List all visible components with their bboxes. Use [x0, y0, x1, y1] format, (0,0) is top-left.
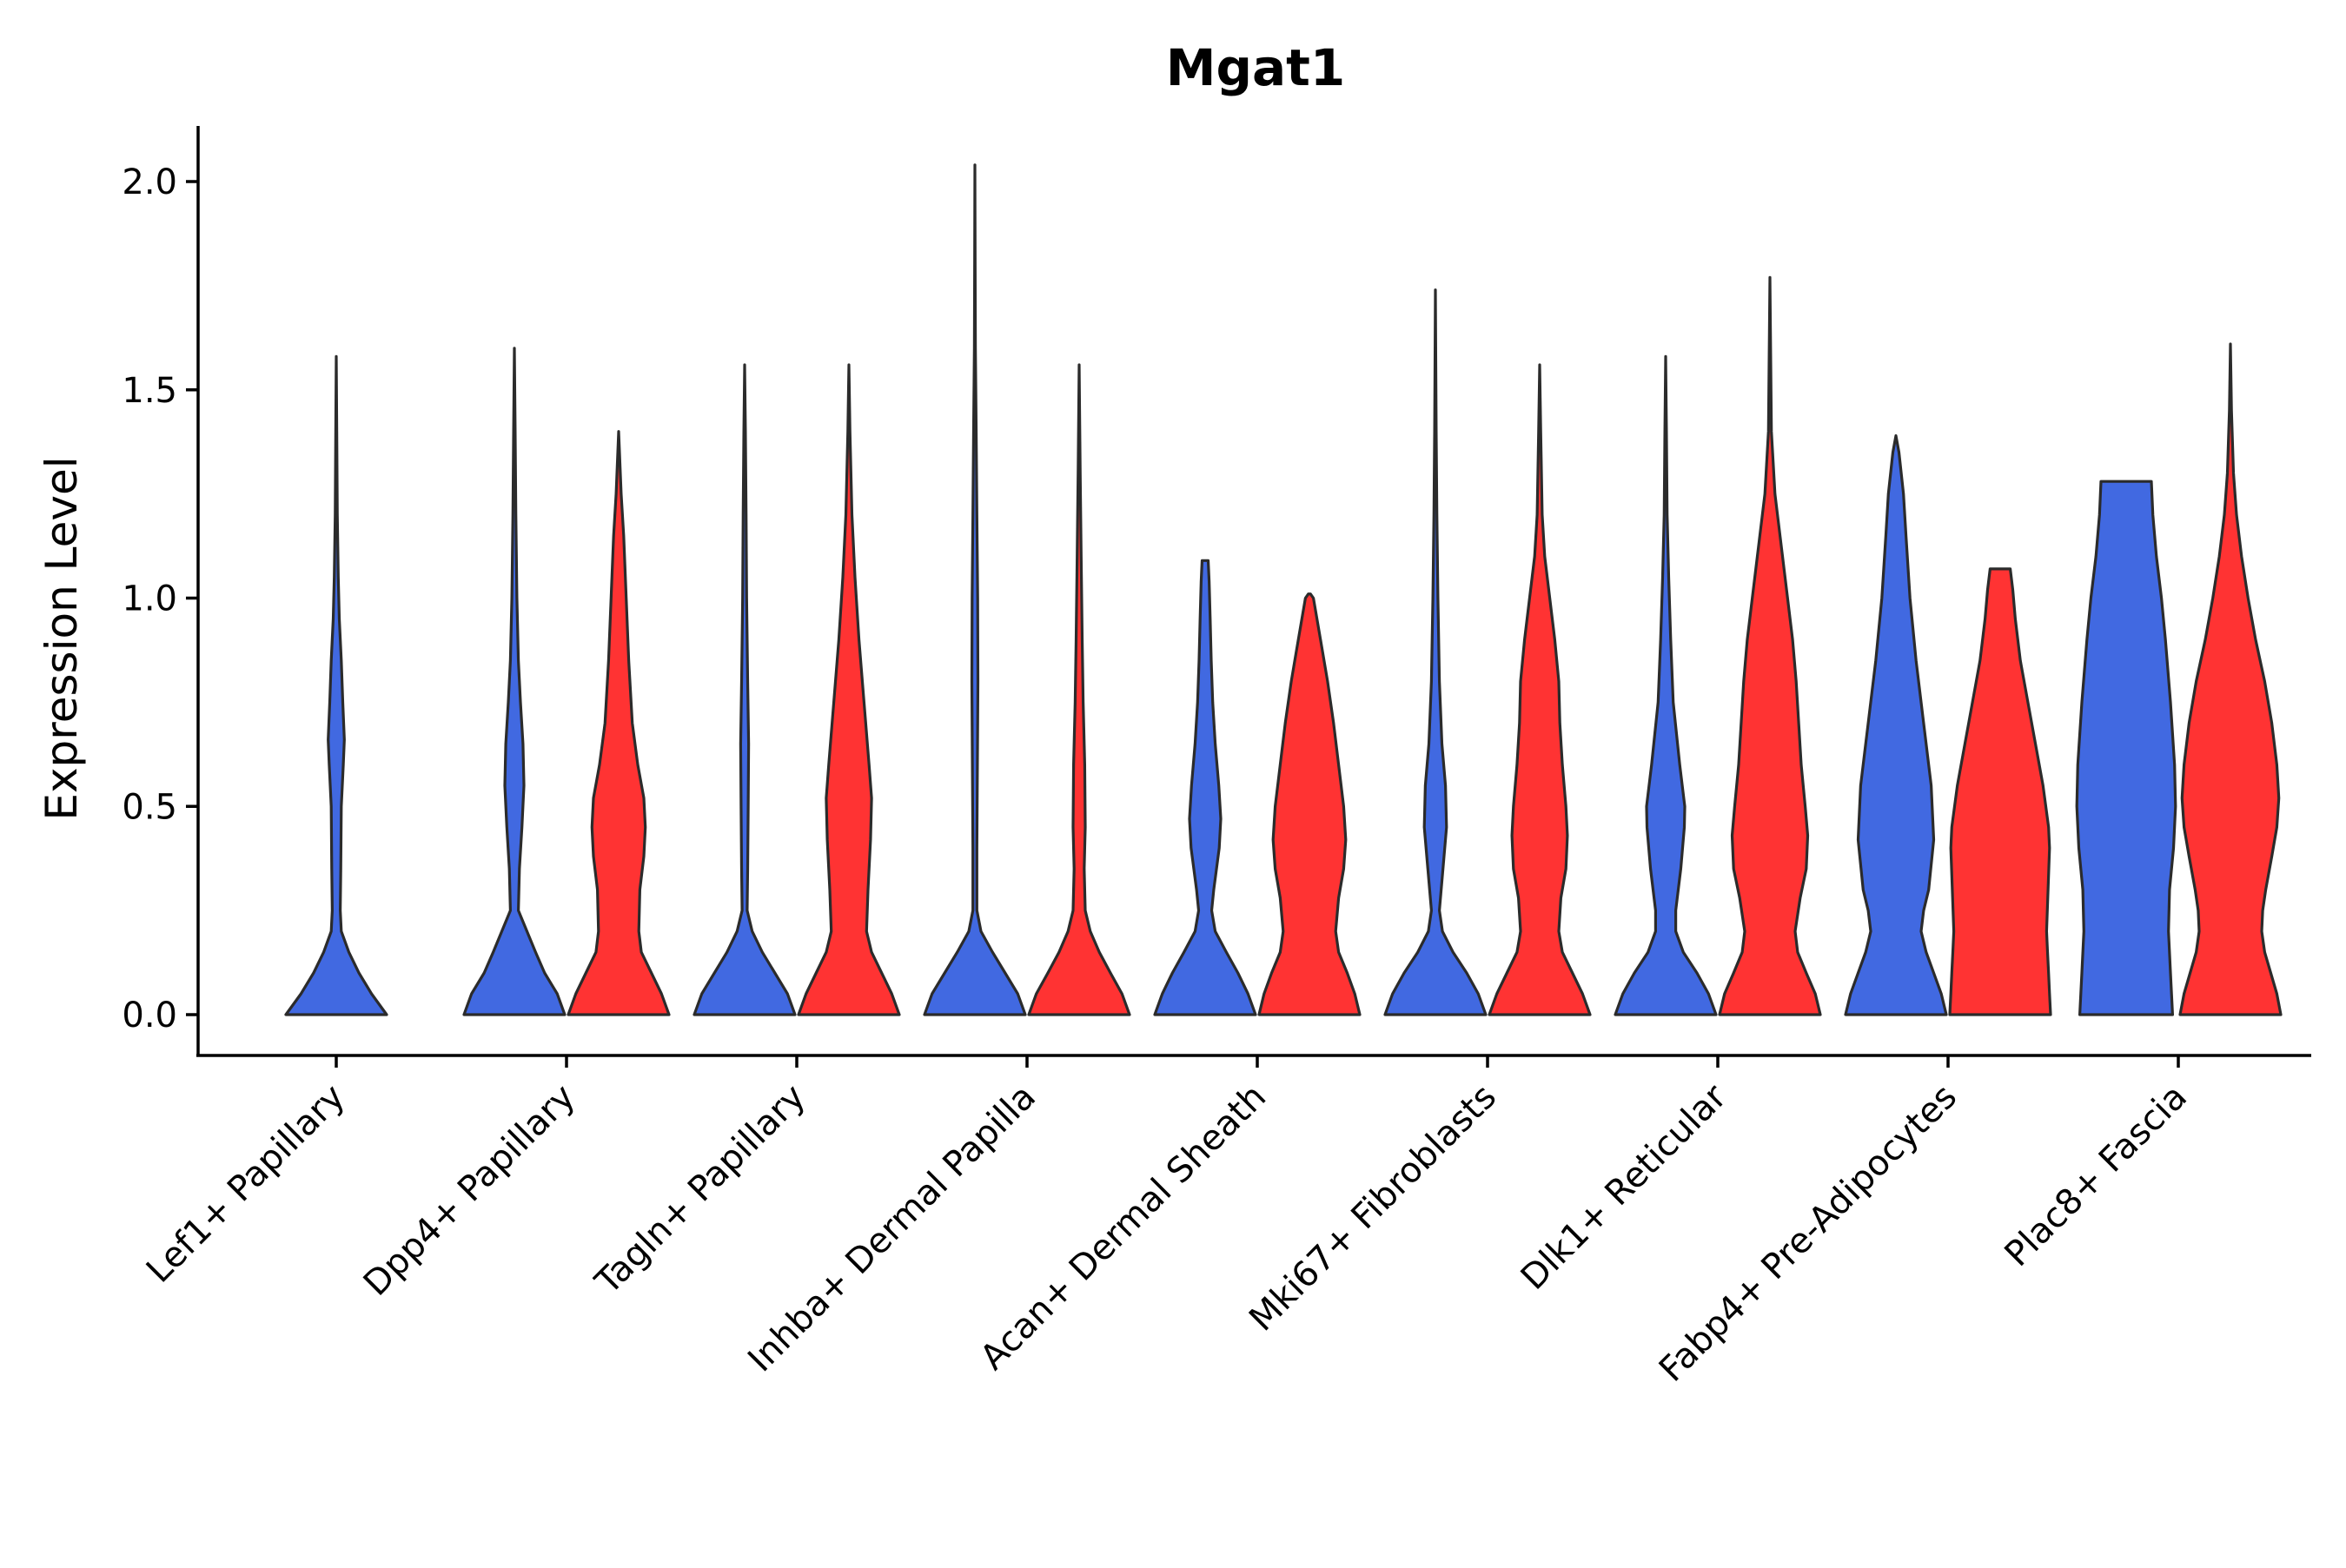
violin-group2-2 [567, 430, 671, 1016]
violin-group2-9 [2178, 342, 2283, 1016]
violin-group2-4 [1027, 363, 1131, 1016]
violin-group2-6 [1488, 363, 1592, 1016]
y-tick-label: 1.5 [122, 371, 177, 411]
y-axis-label: Expression Level [36, 456, 87, 820]
violin-group1-2 [462, 347, 567, 1016]
violin-group1-4 [923, 163, 1027, 1016]
x-tick-label: Dlk1+ Reticular [1514, 1076, 1735, 1298]
violin-group1-7 [1614, 354, 1718, 1016]
violin-group1-1 [284, 354, 388, 1016]
violin-group1-6 [1383, 288, 1488, 1016]
violin-group1-8 [1844, 433, 1948, 1016]
violin-group2-3 [797, 363, 901, 1016]
violin-group2-7 [1718, 275, 1822, 1016]
y-tick-label: 0.0 [122, 996, 177, 1035]
violin-group2-8 [1948, 567, 2052, 1016]
x-tick-label: Mki67+ Fibroblasts [1242, 1077, 1504, 1340]
x-tick-label: Tagln+ Papillary [587, 1077, 813, 1303]
violins-layer [284, 163, 2283, 1016]
x-tick-label: Dpp4+ Papillary [356, 1077, 583, 1304]
y-tick-label: 0.5 [122, 787, 177, 827]
y-tick-label: 1.0 [122, 579, 177, 619]
chart-title: Mgat1 [1166, 38, 1345, 97]
violin-group2-5 [1257, 592, 1362, 1016]
y-tick-label: 2.0 [122, 162, 177, 202]
violin-group1-9 [2075, 480, 2177, 1016]
x-tick-label: Plac8+ Fascia [1998, 1077, 2196, 1275]
violin-group1-3 [693, 363, 797, 1016]
x-tick-label: Lef1+ Papillary [139, 1077, 353, 1291]
violin-group1-5 [1153, 559, 1257, 1016]
